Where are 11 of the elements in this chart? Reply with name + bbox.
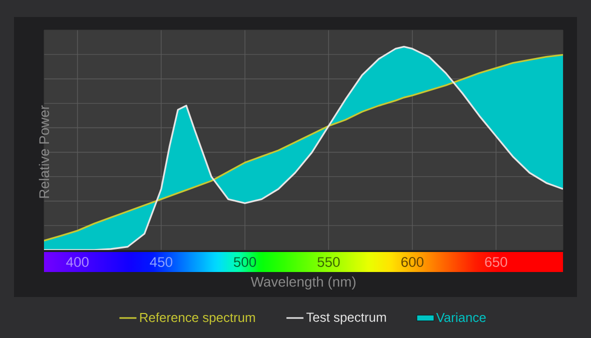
x-tick-label: 550 [318, 257, 340, 267]
x-axis-title: Wavelength (nm) [250, 276, 356, 290]
x-tick-label: 650 [485, 257, 508, 267]
legend-label: Test spectrum [306, 312, 386, 324]
x-tick-label: 500 [234, 257, 256, 267]
x-tick-label: 450 [150, 257, 172, 267]
x-tick-label: 400 [66, 257, 89, 267]
legend-label: Reference spectrum [140, 312, 255, 325]
x-tick-label: 600 [401, 257, 424, 267]
y-axis-title: Relative Power [38, 105, 50, 198]
legend-label: Variance [436, 312, 486, 322]
